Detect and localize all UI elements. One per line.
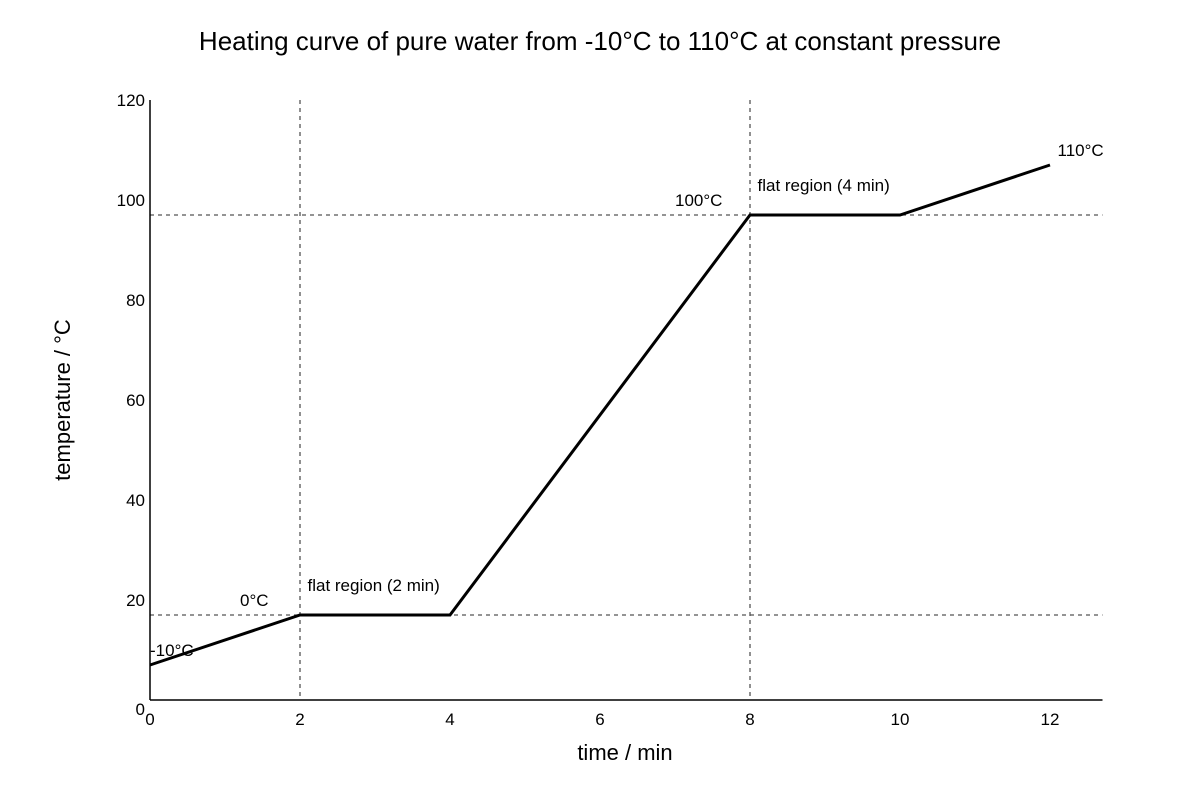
x-tick-label: 6: [595, 710, 604, 729]
x-axis-label: time / min: [577, 740, 672, 765]
curve-annotation: flat region (4 min): [758, 176, 890, 195]
curve-annotation: -10°C: [150, 641, 194, 660]
chart-title: Heating curve of pure water from -10°C t…: [199, 26, 1001, 56]
y-tick-labels: 20 40 60 80 100 120: [117, 91, 145, 610]
y-tick-label: 100: [117, 191, 145, 210]
x-tick-label: 10: [891, 710, 910, 729]
x-tick-label: 4: [445, 710, 454, 729]
heating-curve-line: [149, 163, 1051, 667]
x-tick-labels: 0 2 4 6 8 10 12: [145, 710, 1059, 729]
y-tick-label: 40: [126, 491, 145, 510]
x-tick-label: 8: [745, 710, 754, 729]
y-origin-tick-label: 0: [136, 700, 145, 719]
x-tick-label: 12: [1041, 710, 1060, 729]
curve-annotation: flat region (2 min): [308, 576, 440, 595]
y-tick-label: 120: [117, 91, 145, 110]
y-tick-label: 20: [126, 591, 145, 610]
x-tick-label: 2: [295, 710, 304, 729]
y-tick-label: 80: [126, 291, 145, 310]
y-tick-label: 60: [126, 391, 145, 410]
guide-lines: [150, 100, 1103, 700]
curve-annotation: 100°C: [675, 191, 722, 210]
y-axis-label: temperature / °C: [50, 319, 75, 481]
x-tick-label: 0: [145, 710, 154, 729]
curve-annotations: -10°C 0°C flat region (2 min) 100°C flat reg…: [150, 141, 1104, 660]
curve-annotation: 110°C: [1058, 141, 1104, 160]
curve-annotation: 0°C: [240, 591, 269, 610]
